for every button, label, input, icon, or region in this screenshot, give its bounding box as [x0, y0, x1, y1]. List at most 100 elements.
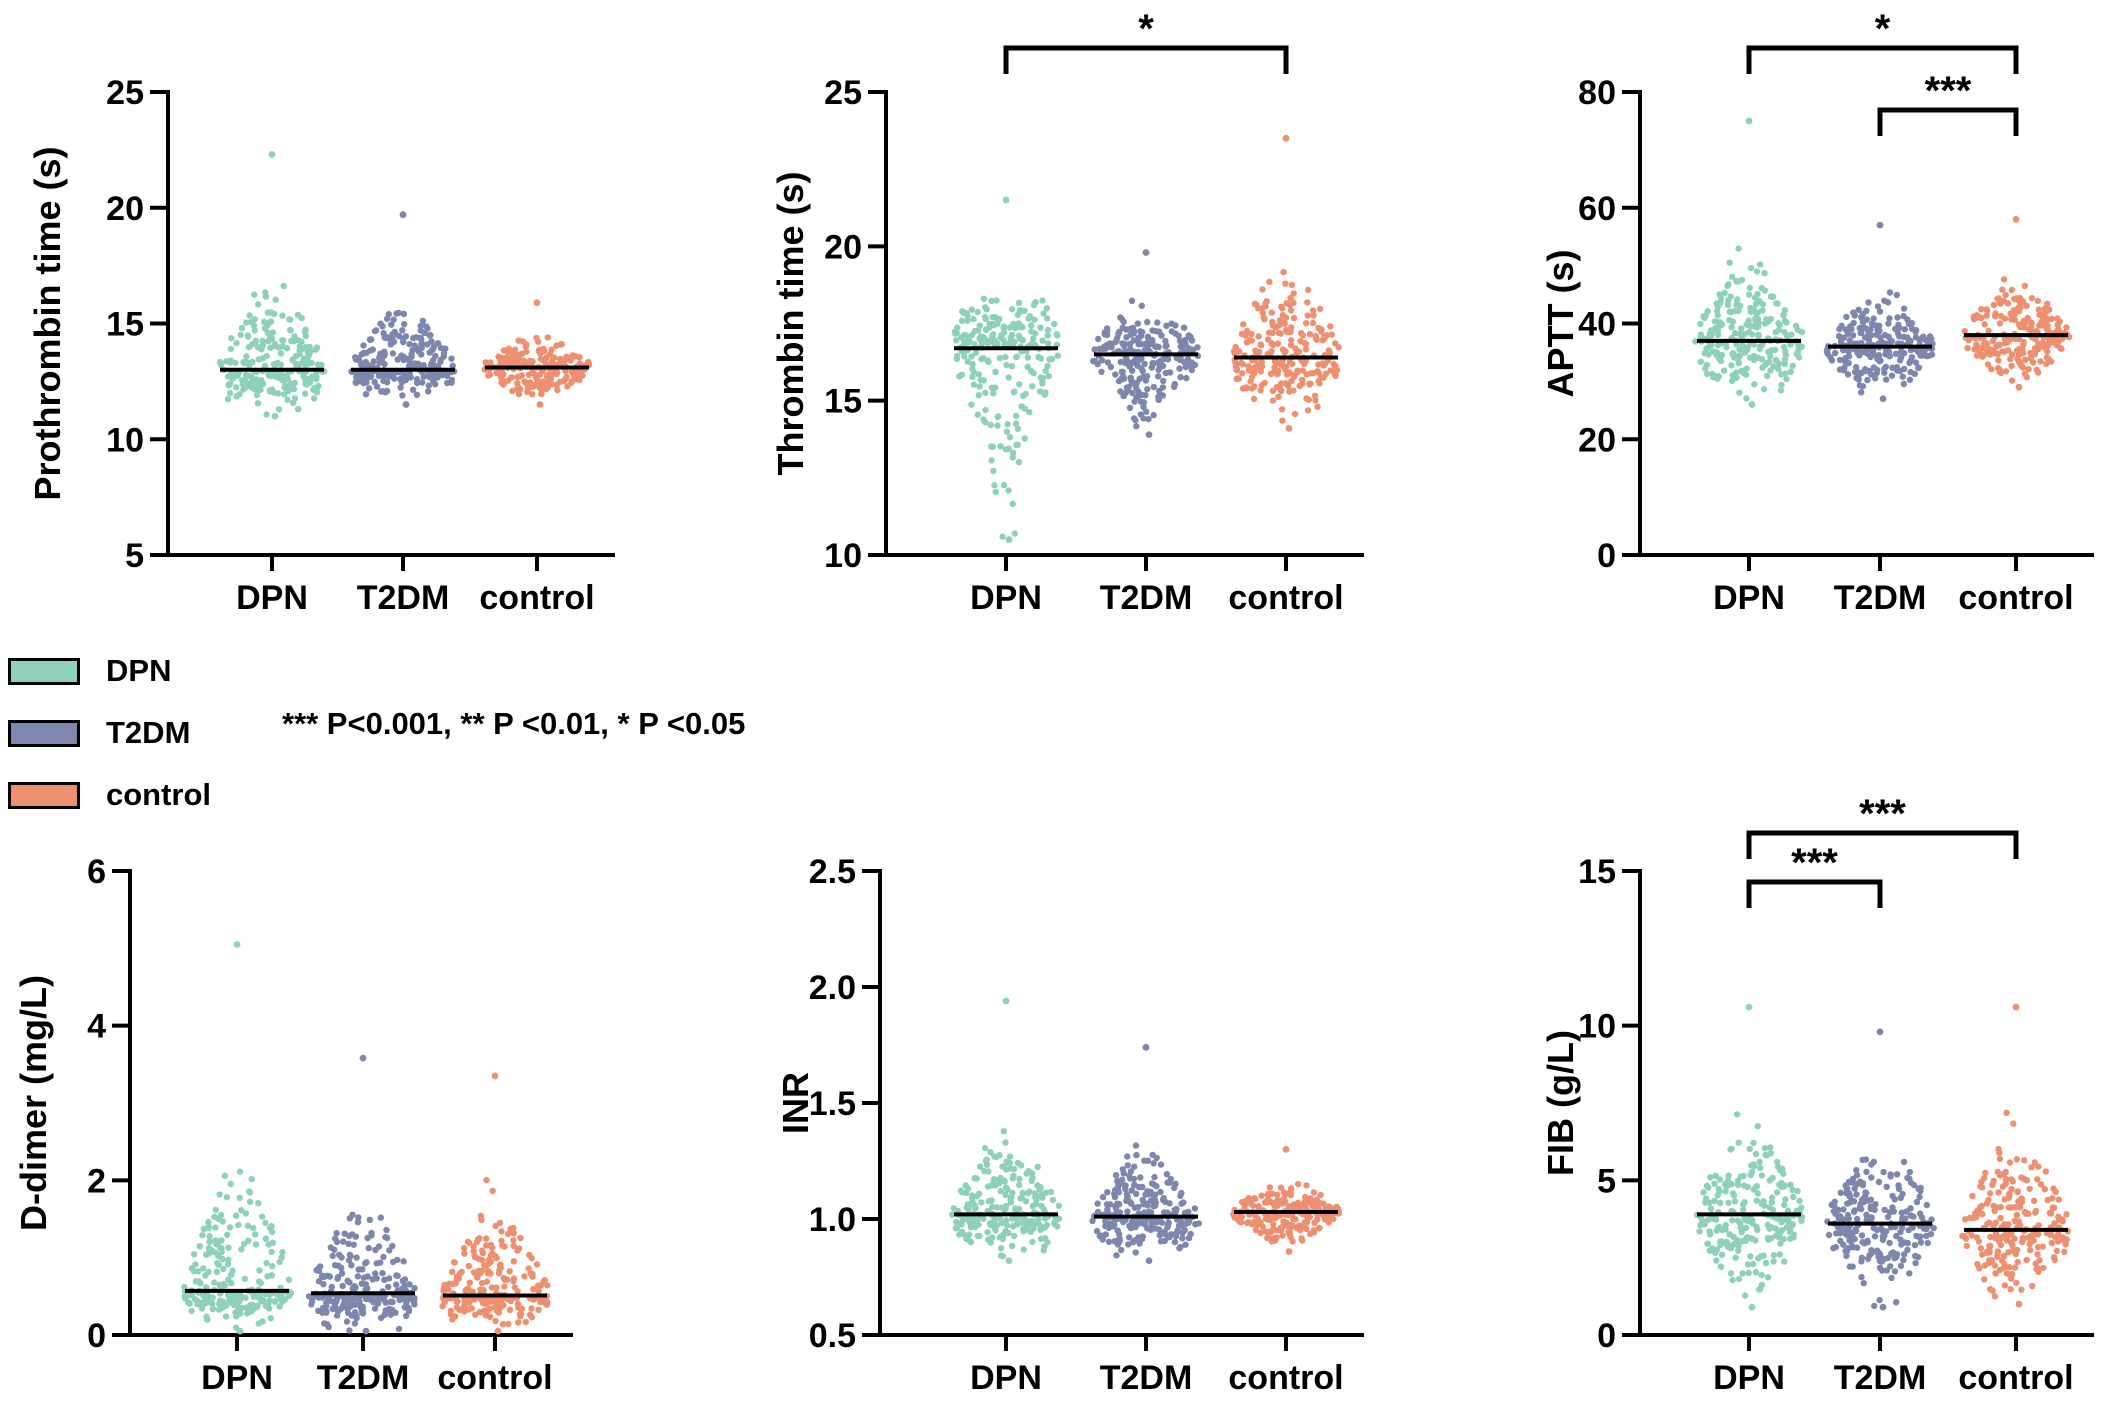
data-point: [522, 360, 529, 367]
data-point: [362, 1281, 370, 1288]
data-point: [360, 1274, 368, 1281]
data-point: [561, 377, 568, 384]
data-point: [1891, 1196, 1898, 1203]
data-point: [1747, 304, 1754, 312]
data-point: [1876, 1296, 1883, 1304]
data-point: [1118, 1246, 1125, 1254]
data-point: [1863, 1168, 1870, 1176]
data-point: [426, 349, 433, 356]
data-point: [365, 1244, 372, 1252]
data-point: [1143, 1200, 1150, 1207]
data-point: [1742, 371, 1750, 378]
data-point: [1145, 431, 1153, 439]
data-point: [1315, 1225, 1323, 1232]
data-point: [1123, 356, 1130, 363]
data-point: [1147, 1209, 1155, 1216]
data-point: [1712, 1172, 1719, 1179]
data-point: [1830, 1245, 1837, 1252]
data-point: [1845, 360, 1852, 367]
data-point: [1904, 1246, 1911, 1254]
data-point: [1039, 337, 1046, 344]
data-point: [1978, 306, 1985, 313]
data-point: [1887, 1224, 1895, 1231]
data-point: [1126, 1172, 1133, 1180]
data-point: [1781, 361, 1789, 368]
data-point: [978, 340, 986, 348]
data-point: [548, 346, 555, 353]
data-point: [1737, 302, 1744, 309]
data-point: [252, 337, 259, 344]
data-point: [1885, 320, 1892, 327]
data-point: [2028, 1164, 2035, 1171]
data-point: [1185, 332, 1193, 339]
x-tick-label: control: [1228, 579, 1343, 617]
data-point: [1996, 1266, 2004, 1274]
data-point: [1120, 1218, 1127, 1226]
data-point: [2011, 1264, 2019, 1271]
series-dots-t2dm: [1090, 249, 1202, 439]
data-point: [276, 1303, 283, 1310]
data-point: [483, 1278, 491, 1285]
data-point: [1007, 324, 1014, 331]
data-point: [1903, 1208, 1910, 1215]
data-point: [491, 1252, 499, 1260]
y-tick-label: 15: [824, 383, 862, 421]
data-point: [1278, 406, 1286, 413]
data-point: [413, 376, 421, 383]
data-point: [470, 1243, 477, 1250]
data-point: [1002, 1139, 1009, 1146]
data-point: [1107, 1201, 1114, 1208]
data-point: [1862, 1156, 1870, 1163]
data-point: [1906, 1270, 1913, 1277]
data-point: [498, 1237, 505, 1245]
data-point: [973, 1193, 981, 1200]
x-tick-label: control: [1958, 1359, 2073, 1397]
data-point: [263, 1259, 270, 1267]
data-point: [313, 1267, 320, 1274]
data-point: [1770, 1258, 1777, 1265]
data-point: [2029, 1282, 2036, 1290]
data-point: [528, 1313, 536, 1321]
data-point: [278, 1254, 285, 1261]
data-point: [277, 350, 285, 357]
data-point: [1758, 1172, 1766, 1179]
data-point: [212, 1224, 219, 1231]
data-point: [1881, 297, 1888, 304]
data-point: [1271, 1237, 1279, 1244]
data-point: [1310, 312, 1317, 319]
y-tick-label: 2.0: [809, 969, 856, 1007]
data-point: [1843, 1248, 1851, 1255]
data-point: [1852, 369, 1859, 376]
data-point: [515, 387, 522, 394]
data-point: [499, 354, 506, 362]
data-point: [969, 361, 976, 368]
data-point: [1889, 364, 1896, 371]
data-point: [1783, 319, 1790, 326]
y-tick-label: 1.5: [809, 1085, 856, 1123]
data-point: [1126, 404, 1134, 411]
data-point: [1142, 1191, 1149, 1198]
data-point: [246, 312, 253, 319]
data-point: [1727, 1270, 1735, 1277]
data-point: [1721, 289, 1728, 297]
data-point: [283, 345, 291, 352]
data-point: [465, 1239, 473, 1246]
data-point: [213, 1268, 220, 1276]
data-point: [1123, 334, 1130, 341]
data-point: [1248, 337, 1256, 344]
data-point: [1724, 1240, 1731, 1247]
data-point: [1124, 1162, 1132, 1169]
data-point: [1279, 1232, 1286, 1239]
data-point: [2042, 341, 2049, 348]
data-point: [1279, 417, 1286, 424]
data-point: [1832, 349, 1839, 357]
data-point: [506, 1268, 513, 1275]
data-point: [1726, 308, 1734, 315]
data-point: [2022, 356, 2029, 363]
series-dots-t2dm: [1823, 221, 1936, 403]
data-point: [1772, 329, 1780, 336]
data-point: [1744, 1261, 1752, 1268]
data-point: [272, 340, 279, 348]
data-point: [1748, 401, 1756, 408]
data-point: [2042, 1168, 2049, 1175]
